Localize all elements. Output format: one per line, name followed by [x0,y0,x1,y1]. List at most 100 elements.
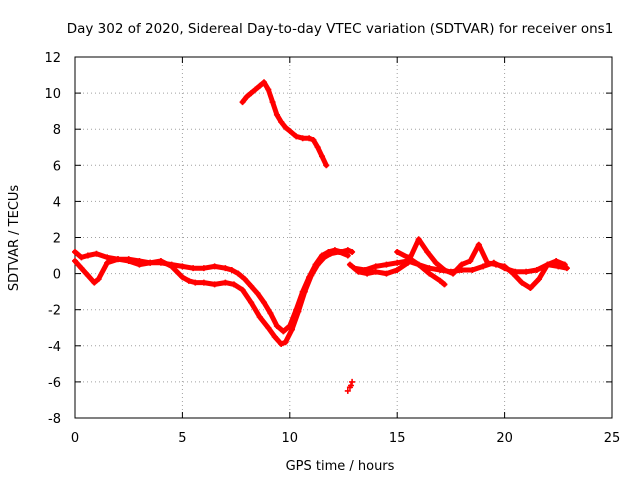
data-point [265,324,272,331]
x-tick-label: 25 [604,431,621,446]
y-tick-label: -8 [48,412,61,427]
data-point [493,261,500,268]
data-point [394,266,401,273]
x-tick-label: 15 [389,431,406,446]
data-layer [72,79,570,394]
data-point [327,250,334,257]
data-point [323,162,330,169]
data-point [314,144,321,151]
x-axis-label: GPS time / hours [286,459,395,474]
data-point [424,248,431,255]
x-tick-label: 5 [178,431,186,446]
data-point [273,322,280,329]
data-point [314,261,321,268]
series-upper-arc [239,79,330,169]
data-point [104,254,111,261]
data-point [248,299,255,306]
data-point [273,111,280,118]
data-point [344,252,351,259]
data-point [230,281,237,288]
data-point [415,236,422,243]
data-point [469,266,476,273]
y-tick-label: 2 [53,232,61,247]
data-point [319,153,326,160]
data-point [299,135,306,142]
data-point [404,254,411,261]
x-tick-label: 10 [282,431,299,446]
data-point [280,328,287,335]
data-point [321,254,328,261]
y-tick-label: 6 [53,159,61,174]
data-point [200,279,207,286]
series-late-segment-B [346,236,568,292]
data-point [179,263,186,270]
data-point [349,378,356,385]
data-point [306,135,313,142]
data-point [114,256,121,263]
data-point [211,263,218,270]
data-point [179,274,186,281]
data-point [561,261,568,268]
y-tick-label: 4 [53,195,61,210]
data-point [235,270,242,277]
x-tick-label: 20 [496,431,513,446]
data-point [301,288,308,295]
data-point [256,313,263,320]
data-point [394,259,401,266]
data-point [535,276,542,283]
data-point [426,270,433,277]
data-point [93,250,100,257]
data-point [168,263,175,270]
x-tick-label: 0 [71,431,79,446]
data-point [553,257,560,264]
data-point [222,279,229,286]
data-point [147,259,154,266]
chart-title: Day 302 of 2020, Sidereal Day-to-day VTE… [67,21,614,37]
data-point [293,133,300,140]
data-point [441,266,448,273]
data-point [241,276,248,283]
series-late-segment-C [394,248,448,288]
data-point [252,86,259,93]
data-point [192,279,199,286]
data-point [437,277,444,284]
data-point [467,257,474,264]
data-point [72,248,78,255]
data-point [501,263,508,270]
data-point [200,265,207,272]
data-point [336,248,343,255]
data-point [91,279,98,286]
data-point [475,241,482,248]
axis-ticks: 0 5 10 15 20 25 -8 -6 -4 -2 0 2 4 6 8 10 12 [44,51,620,446]
data-point [372,268,379,275]
data-point [458,261,465,268]
data-point [267,310,274,317]
data-point [278,118,285,125]
data-point [415,261,422,268]
data-point [518,279,525,286]
data-point [441,281,448,288]
data-point [157,257,164,264]
data-point [104,259,111,266]
series-main-band-B [72,248,351,347]
data-point [286,128,293,135]
grid-lines [75,57,612,418]
data-point [190,265,197,272]
y-tick-label: 10 [44,87,61,102]
data-point [282,339,289,346]
data-point [348,382,355,389]
data-point [355,268,362,275]
data-point [344,387,351,394]
data-point [271,333,278,340]
y-tick-label: 8 [53,123,61,138]
data-point [261,79,268,86]
data-point [239,286,246,293]
data-point [523,268,530,275]
data-point [185,277,192,284]
data-point [72,257,78,264]
data-point [404,259,411,266]
data-point [344,247,351,254]
data-point [394,248,401,255]
data-point [95,276,102,283]
